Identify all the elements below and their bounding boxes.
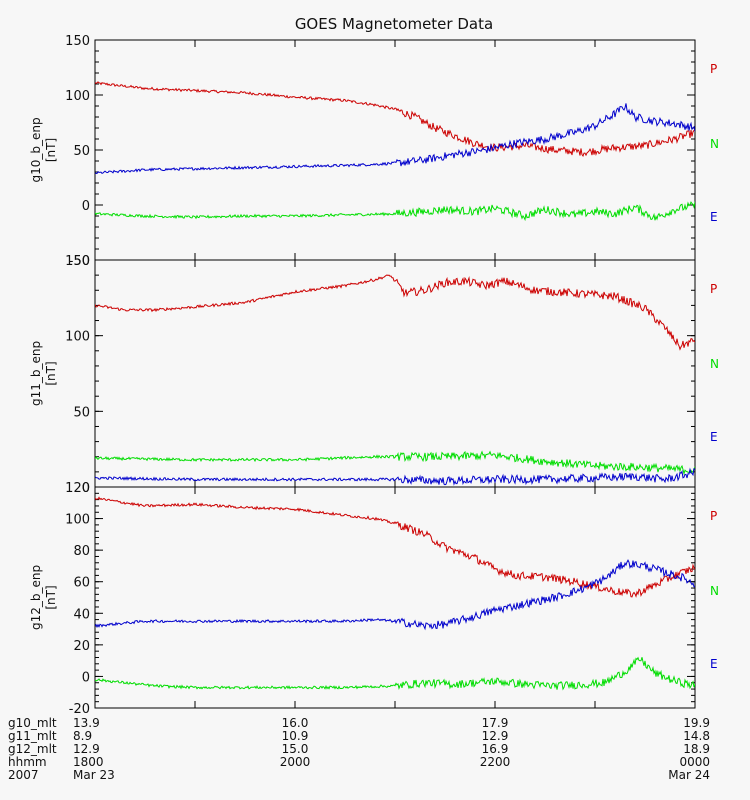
y-tick-label: 0: [82, 670, 90, 685]
legend-N: N: [710, 584, 719, 598]
series-line-N: [95, 201, 695, 222]
footer-value: 8.9: [73, 729, 92, 743]
y-tick-label: 120: [65, 481, 90, 496]
series-line-P: [95, 496, 695, 598]
footer-value: 18.9: [683, 742, 710, 756]
y-tick-label: 40: [73, 607, 90, 622]
series-line-E: [95, 467, 695, 486]
panel-2: 0 50 100 150 g11_b_enp [nT] P N E: [29, 254, 719, 496]
y-tick-label: 60: [73, 576, 90, 591]
y-tick-label: 50: [73, 144, 90, 159]
y-tick-label: 0: [82, 199, 90, 214]
y-tick-label: 100: [65, 513, 90, 528]
footer-value: 19.9: [683, 716, 710, 730]
legend-P: P: [710, 62, 717, 76]
footer-row-label: 2007: [8, 768, 39, 782]
y-axis-unit: [nT]: [44, 138, 58, 162]
y-tick-label: 80: [73, 544, 90, 559]
footer-row-label: g10_mlt: [8, 716, 57, 730]
legend-P: P: [710, 282, 717, 296]
legend-E: E: [710, 657, 718, 671]
y-tick-label: -20: [69, 702, 90, 717]
footer-value: 17.9: [482, 716, 509, 730]
y-tick-label: 0: [82, 481, 90, 496]
series-line-E: [95, 559, 695, 631]
y-tick-label: 100: [65, 330, 90, 345]
legend-E: E: [710, 430, 718, 444]
y-axis-label: g11_b_enp: [29, 341, 43, 406]
panel-frame: [94, 486, 696, 709]
footer-value: 2200: [480, 755, 511, 769]
footer-value: 12.9: [482, 729, 509, 743]
y-axis-unit: [nT]: [44, 585, 58, 609]
panel-1: -50 0 50 100 150 g10_b_enp [nT] P N E: [29, 34, 719, 269]
y-axis-label: g12_b_enp: [29, 565, 43, 630]
footer-value: 0000: [679, 755, 710, 769]
y-axis-unit: [nT]: [44, 361, 58, 385]
footer-value: Mar 23: [73, 768, 115, 782]
y-tick-label: 150: [65, 34, 90, 49]
footer-value: 2000: [280, 755, 311, 769]
legend-P: P: [710, 509, 717, 523]
footer-value: 14.8: [683, 729, 710, 743]
footer-row-label: hhmm: [8, 755, 47, 769]
footer-value: 15.0: [282, 742, 309, 756]
y-tick-label: 100: [65, 89, 90, 104]
footer-row-label: g11_mlt: [8, 729, 57, 743]
footer-value: 13.9: [73, 716, 100, 730]
footer-value: Mar 24: [668, 768, 710, 782]
series-line-E: [95, 103, 695, 175]
chart-title: GOES Magnetometer Data: [295, 15, 493, 33]
footer-value: 1800: [73, 755, 104, 769]
footer-value: 12.9: [73, 742, 100, 756]
panel-3: -20 0 20 40 60 80 100 120 g12_b_enp [nT] P N E: [29, 481, 719, 717]
series-line-N: [95, 656, 695, 691]
footer-value: 10.9: [282, 729, 309, 743]
series-line-P: [95, 274, 695, 351]
y-tick-label: 50: [73, 405, 90, 420]
series-line-P: [95, 81, 695, 158]
y-tick-label: 20: [73, 639, 90, 654]
y-tick-label: 150: [65, 254, 90, 269]
legend-E: E: [710, 210, 718, 224]
y-axis-label: g10_b_enp: [29, 117, 43, 182]
footer-row-label: g12_mlt: [8, 742, 57, 756]
legend-N: N: [710, 357, 719, 371]
legend-N: N: [710, 137, 719, 151]
y-tick-label: -50: [69, 254, 90, 269]
footer-value: 16.0: [282, 716, 309, 730]
series-line-N: [95, 450, 695, 476]
footer-value: 16.9: [482, 742, 509, 756]
